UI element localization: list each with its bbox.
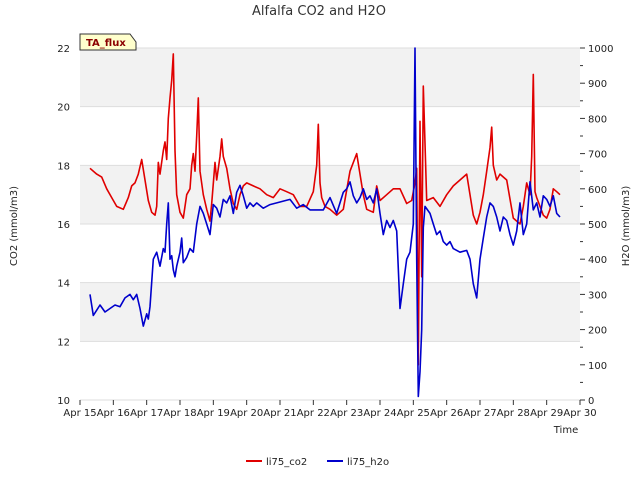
x-tick-label-15: Apr 30: [563, 408, 596, 419]
y-left-tick-label-5: 20: [57, 103, 70, 114]
y-right-tick-label-2: 200: [588, 326, 607, 337]
x-tick-label-3: Apr 18: [163, 408, 196, 419]
y-left-tick-label-6: 22: [57, 44, 70, 55]
x-tick-label-11: Apr 26: [430, 408, 463, 419]
y-left-tick-label-4: 18: [57, 161, 70, 172]
series-line-li75_h2o: [89, 47, 561, 398]
y-right-tick-label-9: 900: [588, 79, 607, 90]
y-right-tick-label-6: 600: [588, 185, 607, 196]
x-tick-label-8: Apr 23: [330, 408, 363, 419]
legend-label-co2: li75_co2: [266, 457, 307, 468]
gridlines: [80, 47, 580, 401]
x-tick-label-14: Apr 29: [530, 408, 563, 419]
y-right-tick-label-7: 700: [588, 150, 607, 161]
chart-title: Alfalfa CO2 and H2O: [252, 4, 386, 19]
y-right-tick-label-1: 100: [588, 361, 607, 372]
x-tick-label-6: Apr 21: [263, 408, 296, 419]
y-left-tick-label-3: 16: [57, 220, 70, 231]
x-tick-label-0: Apr 15: [63, 408, 96, 419]
x-tick-label-10: Apr 25: [397, 408, 430, 419]
y-right-tick-label-10: 1000: [588, 44, 613, 55]
legend: li75_co2 li75_h2o: [246, 457, 389, 468]
y-left-tick-label-2: 14: [57, 279, 70, 290]
y-left-tick-label-1: 12: [57, 337, 70, 348]
x-tick-label-9: Apr 24: [363, 408, 396, 419]
y-right-tick-label-4: 400: [588, 255, 607, 266]
band-2: [80, 224, 580, 283]
badge-label: TA_flux: [86, 38, 126, 49]
x-tick-label-5: Apr 20: [230, 408, 263, 419]
x-tick-label-7: Apr 22: [297, 408, 330, 419]
y-right-tick-label-0: 0: [588, 396, 594, 407]
y-right-tick-label-8: 800: [588, 114, 607, 125]
band-5: [80, 48, 580, 107]
tick-labels: 10 12 14 16 18 20 22 0 100 200 300 400 500 600 700 800 9…: [57, 44, 613, 419]
band-1: [80, 282, 580, 342]
ta-flux-badge: TA_flux: [79, 33, 137, 51]
band-0: [80, 341, 580, 400]
y-axis-right-label: H2O (mmol/m3): [621, 186, 632, 267]
y-right-tick-label-3: 300: [588, 290, 607, 301]
x-tick-label-13: Apr 28: [497, 408, 530, 419]
band-3: [80, 165, 580, 224]
x-tick-label-12: Apr 27: [463, 408, 496, 419]
tick-marks: [79, 47, 585, 405]
x-axis-label: Time: [553, 425, 578, 436]
x-tick-label-4: Apr 19: [197, 408, 230, 419]
y-right-tick-label-5: 500: [588, 220, 607, 231]
legend-label-h2o: li75_h2o: [347, 457, 389, 468]
y-axis-left-label: CO2 (mmol/m3): [9, 186, 20, 266]
band-4: [80, 106, 580, 166]
y-left-tick-label-0: 10: [57, 396, 70, 407]
x-tick-label-1: Apr 16: [97, 408, 130, 419]
x-tick-label-2: Apr 17: [130, 408, 163, 419]
series-lines: [89, 47, 561, 398]
